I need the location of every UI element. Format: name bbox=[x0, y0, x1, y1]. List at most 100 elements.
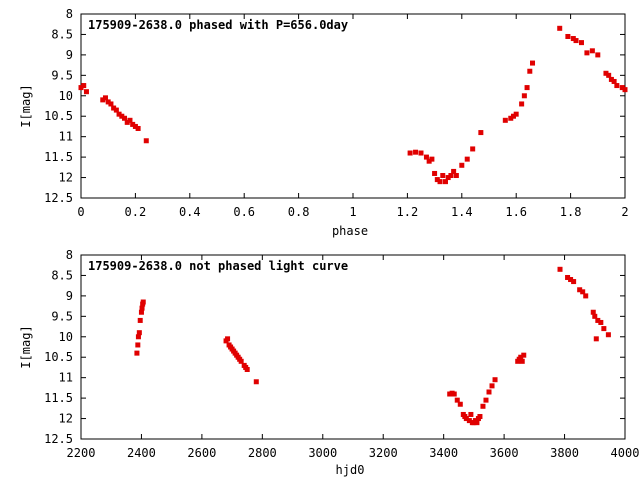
data-point bbox=[432, 170, 438, 176]
data-point bbox=[477, 414, 483, 420]
data-point bbox=[140, 299, 146, 305]
y-tick-label: 12 bbox=[59, 171, 73, 185]
x-tick-label: 2 bbox=[621, 205, 628, 219]
data-point bbox=[573, 38, 579, 44]
y-tick-label: 9 bbox=[66, 289, 73, 303]
data-point bbox=[135, 125, 141, 131]
x-axis-label: phase bbox=[332, 224, 368, 238]
y-tick-label: 10 bbox=[59, 89, 73, 103]
data-point bbox=[601, 326, 607, 332]
data-point bbox=[622, 87, 628, 93]
data-points bbox=[134, 266, 611, 426]
data-point bbox=[524, 85, 530, 91]
data-point bbox=[437, 179, 443, 185]
x-tick-label: 0.2 bbox=[125, 205, 147, 219]
data-point bbox=[413, 149, 419, 155]
data-point bbox=[611, 78, 617, 84]
y-tick-label: 10 bbox=[59, 330, 73, 344]
data-point bbox=[614, 83, 620, 89]
x-tick-label: 3000 bbox=[308, 446, 337, 460]
data-point bbox=[557, 25, 563, 31]
data-point bbox=[557, 266, 563, 272]
x-tick-label: 1.4 bbox=[451, 205, 473, 219]
data-point bbox=[527, 68, 533, 74]
data-point bbox=[122, 115, 128, 121]
x-tick-label: 2200 bbox=[67, 446, 96, 460]
data-point bbox=[143, 138, 149, 144]
y-tick-label: 11 bbox=[59, 371, 73, 385]
x-tick-label: 3800 bbox=[550, 446, 579, 460]
x-tick-label: 3200 bbox=[369, 446, 398, 460]
data-point bbox=[440, 173, 446, 179]
data-point bbox=[593, 336, 599, 342]
data-point bbox=[595, 52, 601, 58]
axis-ticks bbox=[80, 13, 626, 199]
data-point bbox=[83, 89, 89, 95]
data-point bbox=[483, 397, 489, 403]
phased-light-curve-panel: 0 0.2 0.4 0.6 0.8 1 1.2 1.4 1.6 1.8 2 8 8.5 9 9.5 10 10… bbox=[19, 7, 629, 238]
data-point bbox=[565, 33, 571, 39]
data-point bbox=[584, 50, 590, 56]
y-tick-label: 10.5 bbox=[44, 109, 73, 123]
data-point bbox=[238, 358, 244, 364]
data-point bbox=[108, 101, 114, 107]
data-point bbox=[407, 150, 413, 156]
data-point bbox=[139, 305, 145, 311]
data-point bbox=[530, 60, 536, 66]
data-point bbox=[521, 93, 527, 99]
x-tick-label: 2600 bbox=[187, 446, 216, 460]
x-tick-label: 0.4 bbox=[179, 205, 201, 219]
x-axis-label: hjd0 bbox=[336, 463, 365, 477]
x-tick-label: 3400 bbox=[429, 446, 458, 460]
data-point bbox=[225, 336, 231, 342]
y-tick-label: 9.5 bbox=[51, 309, 73, 323]
x-tick-labels: 2200 2400 2600 2800 3000 3200 3400 3600 3800 4000 bbox=[67, 446, 640, 460]
data-point bbox=[606, 72, 612, 78]
data-point bbox=[253, 379, 259, 385]
data-point bbox=[442, 179, 448, 185]
data-point bbox=[513, 111, 519, 117]
unphased-light-curve-panel: 2200 2400 2600 2800 3000 3200 3400 3600 3800 4000… bbox=[19, 248, 639, 477]
y-tick-label: 12.5 bbox=[44, 432, 73, 446]
data-point bbox=[454, 397, 460, 403]
y-tick-label: 11.5 bbox=[44, 150, 73, 164]
x-tick-label: 1.2 bbox=[397, 205, 419, 219]
data-point bbox=[451, 168, 457, 174]
y-tick-label: 8 bbox=[66, 7, 73, 21]
data-point bbox=[590, 309, 596, 315]
data-point bbox=[489, 383, 495, 389]
panel-title: 175909-2638.0 phased with P=656.0day bbox=[88, 18, 348, 32]
x-tick-label: 2400 bbox=[127, 446, 156, 460]
data-point bbox=[448, 173, 454, 179]
data-point bbox=[583, 293, 589, 299]
data-point bbox=[457, 401, 463, 407]
y-tick-labels: 8 8.5 9 9.5 10 10.5 11 11.5 12 12.5 bbox=[44, 248, 73, 446]
data-point bbox=[423, 154, 429, 160]
y-tick-label: 9 bbox=[66, 48, 73, 62]
y-axis-label: I[mag] bbox=[19, 84, 33, 127]
data-point bbox=[418, 150, 424, 156]
x-tick-label: 3600 bbox=[490, 446, 519, 460]
data-point bbox=[102, 95, 108, 101]
y-tick-label: 11.5 bbox=[44, 391, 73, 405]
data-point bbox=[486, 389, 492, 395]
y-tick-label: 9.5 bbox=[51, 68, 73, 82]
data-point bbox=[138, 309, 144, 315]
data-point bbox=[429, 156, 435, 162]
x-tick-labels: 0 0.2 0.4 0.6 0.8 1 1.2 1.4 1.6 1.8 2 bbox=[77, 205, 628, 219]
data-point bbox=[519, 358, 525, 364]
x-tick-label: 4000 bbox=[611, 446, 640, 460]
data-point bbox=[464, 156, 470, 162]
x-tick-label: 2800 bbox=[248, 446, 277, 460]
data-point bbox=[451, 391, 457, 397]
y-tick-label: 11 bbox=[59, 130, 73, 144]
data-point bbox=[470, 146, 476, 152]
data-point bbox=[135, 342, 141, 348]
data-point bbox=[521, 352, 527, 358]
data-point bbox=[81, 83, 87, 89]
x-tick-label: 1.8 bbox=[560, 205, 582, 219]
plot-frame bbox=[80, 13, 626, 199]
x-tick-label: 0.6 bbox=[233, 205, 255, 219]
data-point bbox=[502, 117, 508, 123]
